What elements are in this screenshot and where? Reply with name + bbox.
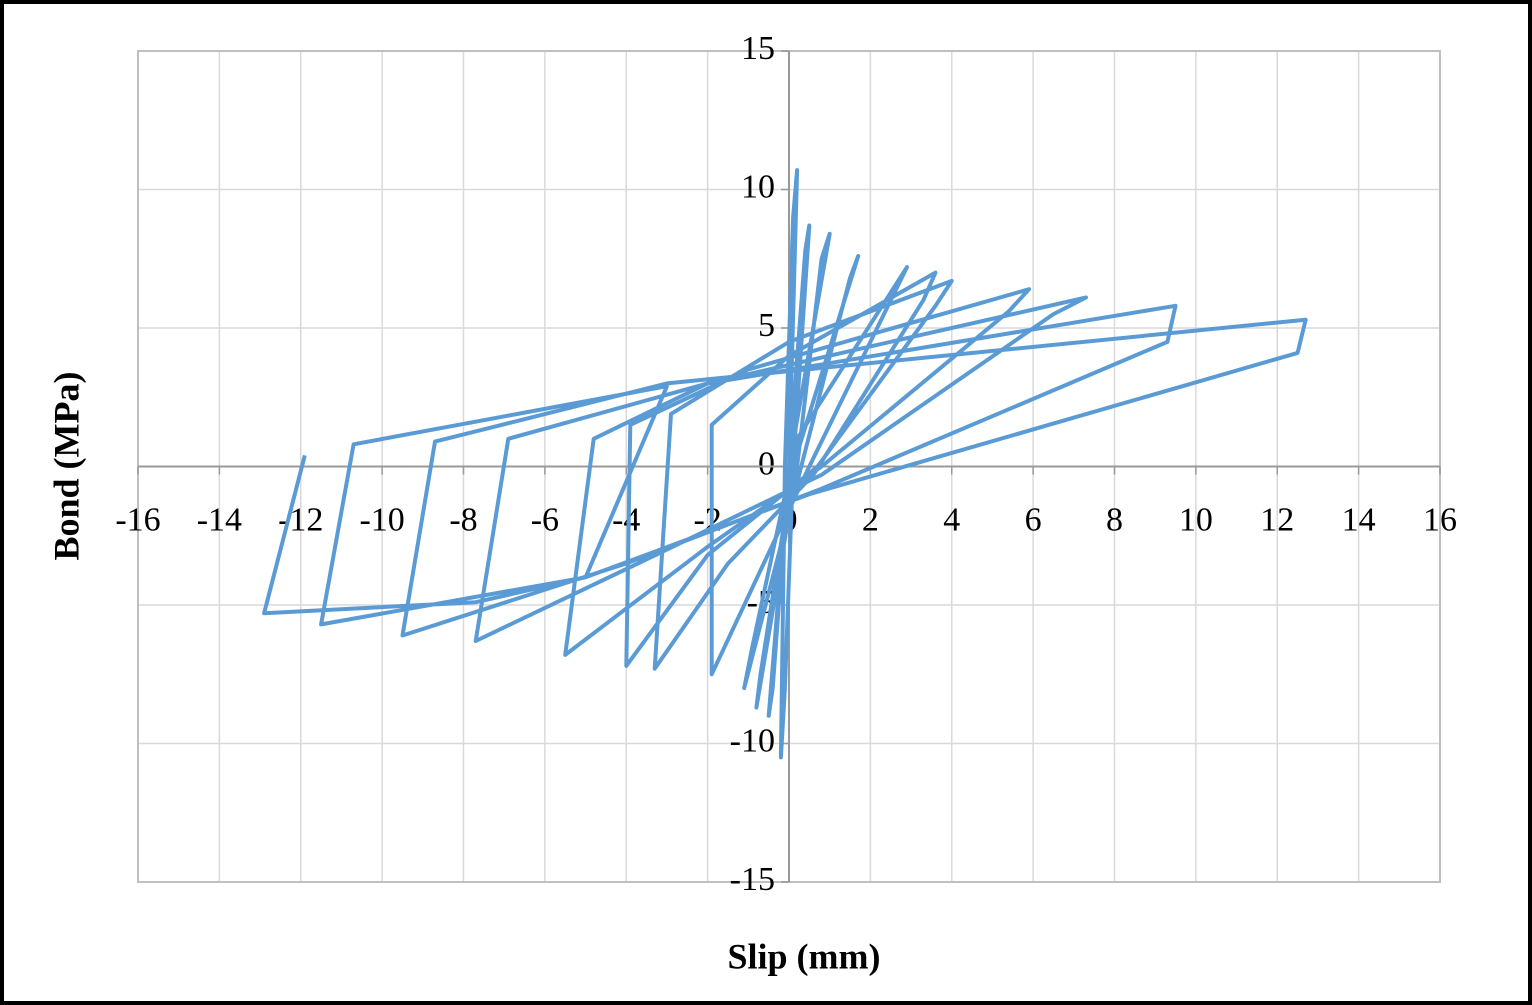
x-tick-label: 2 xyxy=(862,501,879,538)
x-tick-label: 4 xyxy=(943,501,960,538)
y-tick-label: 15 xyxy=(741,30,775,67)
x-tick-label: 16 xyxy=(1423,501,1457,538)
x-tick-label: 10 xyxy=(1179,501,1213,538)
y-axis-title: Bond (MPa) xyxy=(46,372,86,561)
x-axis-title: Slip (mm) xyxy=(728,936,881,976)
y-tick-label: 10 xyxy=(741,168,775,205)
x-tick-label: -6 xyxy=(531,501,559,538)
x-tick-label: -16 xyxy=(115,501,160,538)
x-tick-label: -8 xyxy=(449,501,477,538)
x-tick-label: 14 xyxy=(1342,501,1376,538)
y-tick-label: 5 xyxy=(758,307,775,344)
x-tick-label: 12 xyxy=(1260,501,1294,538)
y-tick-label: -10 xyxy=(730,722,775,759)
data-line xyxy=(262,168,1308,760)
y-tick-label: 0 xyxy=(758,445,775,482)
y-tick-label: -15 xyxy=(730,861,775,898)
x-tick-label: -10 xyxy=(359,501,404,538)
x-tick-label: 8 xyxy=(1106,501,1123,538)
x-tick-label: -14 xyxy=(197,501,242,538)
x-tick-label: 6 xyxy=(1025,501,1042,538)
